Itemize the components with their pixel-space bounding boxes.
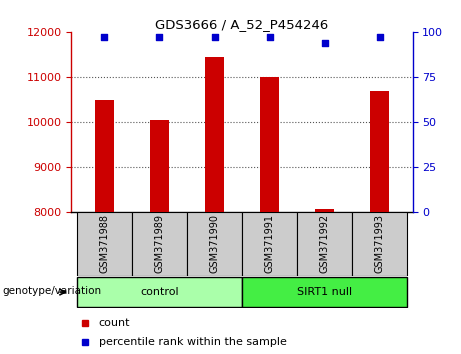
Point	[321, 40, 328, 46]
Bar	[205, 57, 224, 212]
Bar	[370, 91, 389, 212]
Bar	[132, 212, 187, 276]
Point	[376, 34, 383, 40]
Bar	[150, 120, 169, 212]
Bar	[77, 212, 132, 276]
Bar	[352, 212, 407, 276]
Title: GDS3666 / A_52_P454246: GDS3666 / A_52_P454246	[155, 18, 329, 31]
Text: GSM371989: GSM371989	[154, 214, 165, 273]
Text: percentile rank within the sample: percentile rank within the sample	[99, 337, 287, 347]
Text: SIRT1 null: SIRT1 null	[297, 287, 352, 297]
Bar	[187, 212, 242, 276]
Text: GSM371988: GSM371988	[100, 214, 109, 273]
Text: GSM371993: GSM371993	[375, 214, 384, 273]
Point	[156, 34, 163, 40]
Bar	[242, 212, 297, 276]
Point	[211, 34, 218, 40]
Text: GSM371991: GSM371991	[265, 214, 275, 273]
Bar	[297, 212, 352, 276]
Bar	[77, 277, 242, 307]
Bar	[242, 277, 407, 307]
Bar	[95, 99, 114, 212]
Bar	[315, 209, 334, 212]
Text: control: control	[140, 287, 179, 297]
Text: GSM371992: GSM371992	[319, 214, 330, 273]
Text: count: count	[99, 318, 130, 329]
Bar	[260, 77, 279, 212]
Point	[266, 34, 273, 40]
Text: GSM371990: GSM371990	[209, 214, 219, 273]
Point	[101, 34, 108, 40]
Text: genotype/variation: genotype/variation	[3, 286, 102, 296]
